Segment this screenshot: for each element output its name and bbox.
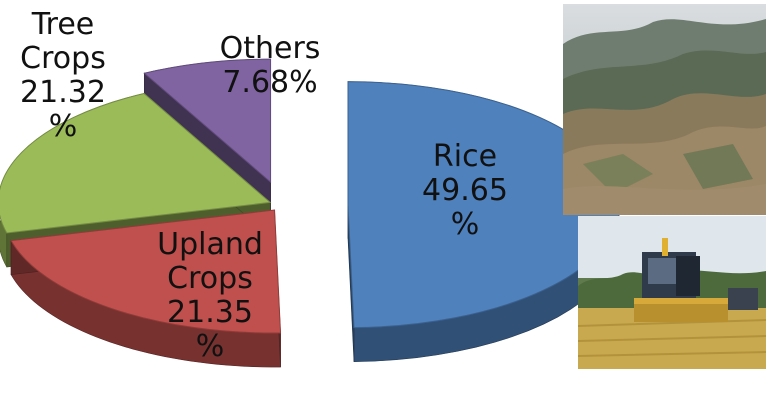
photo-hillside — [563, 4, 766, 215]
photo-harvester — [578, 216, 766, 369]
slice-upland-crops — [10, 209, 282, 368]
slice-label-upland-crops: Upland Crops 21.35 % — [157, 227, 263, 364]
slice-label-rice: Rice 49.65 % — [422, 139, 508, 242]
slice-label-tree-crops: Tree Crops 21.32 % — [20, 7, 106, 144]
slice-label-others: Others 7.68% — [219, 31, 321, 100]
